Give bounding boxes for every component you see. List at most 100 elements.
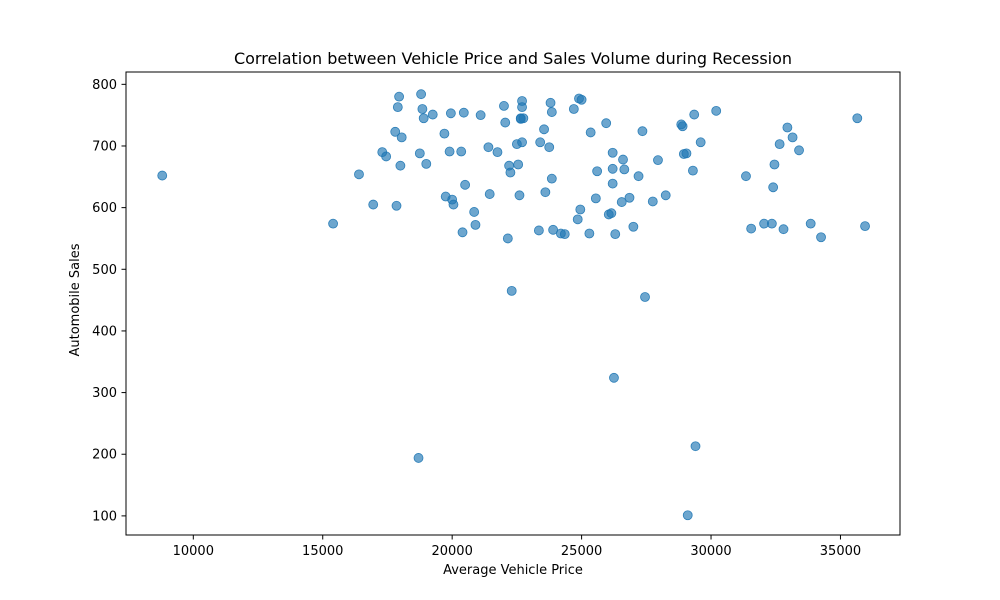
data-point <box>392 102 403 113</box>
data-point <box>766 218 777 229</box>
data-point <box>439 128 450 139</box>
data-point <box>417 104 428 114</box>
y-axis-ticks: 100 200 300 400 500 600 700 800 <box>92 78 126 524</box>
data-point <box>546 173 557 184</box>
y-tick-label: 600 <box>92 201 117 216</box>
y-tick-label: 700 <box>92 139 117 154</box>
data-point <box>533 225 544 236</box>
data-point <box>688 165 698 176</box>
x-axis-label: Average Vehicle Price <box>443 563 583 578</box>
data-point <box>689 109 700 120</box>
data-point <box>677 121 688 132</box>
x-tick-label: 25000 <box>561 544 602 559</box>
data-point <box>576 94 587 105</box>
data-point <box>607 163 618 174</box>
data-point <box>444 146 455 157</box>
data-point <box>391 200 402 211</box>
data-point <box>460 179 471 190</box>
data-point <box>572 214 583 225</box>
y-tick-label: 800 <box>92 78 117 93</box>
data-point <box>711 105 722 116</box>
data-point <box>860 221 870 232</box>
data-point <box>395 160 406 171</box>
x-axis-ticks: 10000 15000 20000 25000 30000 35000 <box>173 535 861 559</box>
data-point <box>456 146 467 157</box>
chart-title: Correlation between Vehicle Price and Sa… <box>234 49 792 68</box>
data-point <box>514 190 525 201</box>
data-point <box>518 113 529 124</box>
x-tick-label: 35000 <box>820 544 861 559</box>
data-point <box>418 113 429 124</box>
data-point <box>540 187 551 198</box>
data-point <box>852 113 863 124</box>
data-point <box>618 154 628 165</box>
data-point <box>746 223 757 234</box>
x-tick-label: 30000 <box>690 544 731 559</box>
data-point <box>624 192 635 203</box>
data-point <box>535 137 546 148</box>
data-point <box>616 197 627 207</box>
data-point <box>513 159 524 170</box>
data-point <box>445 108 456 119</box>
data-point <box>421 158 432 169</box>
y-tick-label: 300 <box>92 386 117 401</box>
plot-area-frame <box>125 71 901 536</box>
data-point <box>475 110 486 121</box>
y-tick-label: 200 <box>92 448 117 463</box>
data-point <box>416 89 427 100</box>
x-tick-label: 20000 <box>431 544 472 559</box>
data-point <box>628 221 639 232</box>
data-point <box>610 229 621 240</box>
data-point <box>492 147 503 158</box>
data-point <box>805 218 816 229</box>
data-point <box>548 224 559 235</box>
data-point <box>546 107 557 117</box>
data-point <box>457 227 468 238</box>
data-point <box>483 142 494 153</box>
data-point <box>559 229 570 240</box>
data-point <box>769 159 780 170</box>
data-point <box>381 151 392 162</box>
data-point <box>427 109 438 120</box>
data-point <box>787 132 798 143</box>
data-point <box>470 219 481 230</box>
y-tick-label: 100 <box>92 509 117 524</box>
y-tick-label: 400 <box>92 324 117 339</box>
data-point <box>413 453 424 463</box>
points-layer <box>157 89 870 521</box>
data-point <box>794 145 804 156</box>
x-tick-label: 10000 <box>173 544 214 559</box>
data-point <box>782 122 793 133</box>
data-point <box>458 107 469 118</box>
data-point <box>354 169 364 180</box>
data-point <box>592 166 603 177</box>
data-point <box>506 285 517 296</box>
data-point <box>816 232 826 243</box>
data-point <box>368 199 379 210</box>
data-point <box>584 228 595 239</box>
data-point <box>774 139 785 150</box>
data-point <box>157 170 168 181</box>
data-point <box>469 207 480 217</box>
x-tick-label: 15000 <box>302 544 343 559</box>
data-point <box>590 193 601 204</box>
data-point <box>539 124 549 135</box>
data-point <box>545 97 556 108</box>
data-point <box>660 190 671 201</box>
data-point <box>414 148 425 159</box>
data-point <box>517 137 527 148</box>
data-point <box>619 164 630 175</box>
data-point <box>394 91 405 102</box>
data-point <box>484 189 495 199</box>
data-point <box>544 142 555 153</box>
data-point <box>502 233 513 244</box>
data-point <box>741 171 751 182</box>
data-point <box>640 292 650 302</box>
data-point <box>585 127 596 138</box>
data-point <box>681 148 692 159</box>
data-point <box>690 441 701 452</box>
data-point <box>682 510 693 521</box>
y-tick-label: 500 <box>92 263 117 278</box>
